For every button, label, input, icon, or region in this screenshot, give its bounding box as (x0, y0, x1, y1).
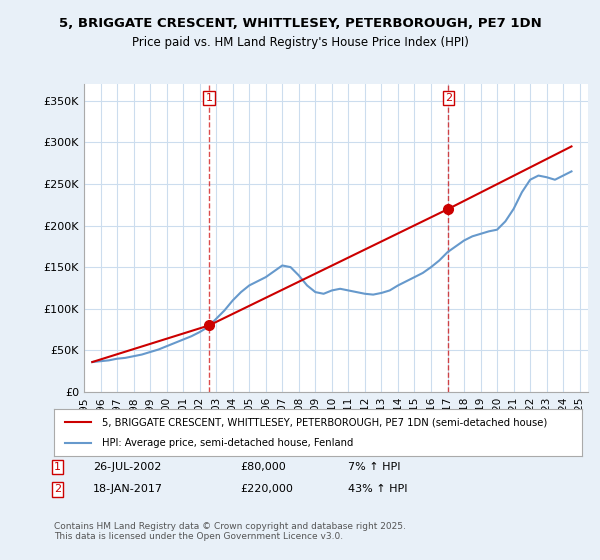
Text: 1: 1 (54, 462, 61, 472)
Text: Price paid vs. HM Land Registry's House Price Index (HPI): Price paid vs. HM Land Registry's House … (131, 36, 469, 49)
Text: 5, BRIGGATE CRESCENT, WHITTLESEY, PETERBOROUGH, PE7 1DN: 5, BRIGGATE CRESCENT, WHITTLESEY, PETERB… (59, 17, 541, 30)
Text: HPI: Average price, semi-detached house, Fenland: HPI: Average price, semi-detached house,… (101, 438, 353, 448)
Text: Contains HM Land Registry data © Crown copyright and database right 2025.
This d: Contains HM Land Registry data © Crown c… (54, 522, 406, 542)
Text: 43% ↑ HPI: 43% ↑ HPI (348, 484, 407, 494)
Text: 2: 2 (54, 484, 61, 494)
Text: 7% ↑ HPI: 7% ↑ HPI (348, 462, 401, 472)
Text: £80,000: £80,000 (240, 462, 286, 472)
Text: 5, BRIGGATE CRESCENT, WHITTLESEY, PETERBOROUGH, PE7 1DN (semi-detached house): 5, BRIGGATE CRESCENT, WHITTLESEY, PETERB… (101, 417, 547, 427)
Text: 2: 2 (445, 93, 452, 103)
Text: 26-JUL-2002: 26-JUL-2002 (93, 462, 161, 472)
Text: 1: 1 (206, 93, 212, 103)
Text: £220,000: £220,000 (240, 484, 293, 494)
Text: 18-JAN-2017: 18-JAN-2017 (93, 484, 163, 494)
